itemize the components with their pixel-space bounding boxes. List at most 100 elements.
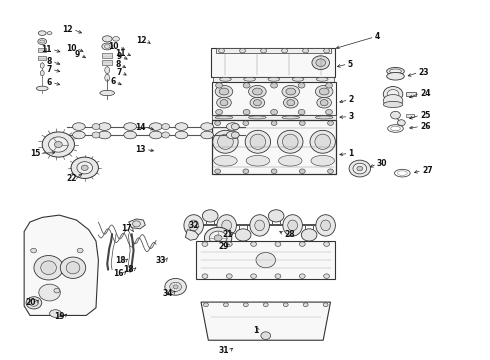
Ellipse shape bbox=[100, 90, 115, 96]
Text: 29: 29 bbox=[219, 242, 229, 251]
Ellipse shape bbox=[81, 165, 88, 171]
Text: 9: 9 bbox=[117, 51, 122, 60]
Ellipse shape bbox=[240, 48, 245, 53]
Ellipse shape bbox=[26, 297, 42, 309]
Ellipse shape bbox=[40, 71, 44, 76]
Ellipse shape bbox=[243, 109, 250, 115]
Ellipse shape bbox=[270, 83, 277, 88]
Ellipse shape bbox=[77, 162, 93, 174]
Ellipse shape bbox=[324, 242, 330, 246]
Ellipse shape bbox=[215, 116, 233, 119]
Ellipse shape bbox=[49, 137, 68, 152]
Ellipse shape bbox=[317, 97, 331, 108]
Ellipse shape bbox=[226, 242, 232, 246]
Ellipse shape bbox=[253, 100, 261, 106]
Ellipse shape bbox=[286, 88, 295, 95]
Ellipse shape bbox=[31, 248, 37, 253]
Ellipse shape bbox=[219, 48, 224, 53]
Ellipse shape bbox=[73, 123, 85, 130]
Ellipse shape bbox=[216, 83, 222, 88]
Ellipse shape bbox=[105, 67, 110, 73]
Ellipse shape bbox=[40, 63, 44, 68]
Text: 18: 18 bbox=[123, 265, 134, 274]
Ellipse shape bbox=[60, 257, 86, 278]
Text: 20: 20 bbox=[25, 298, 36, 307]
Ellipse shape bbox=[113, 37, 120, 41]
Ellipse shape bbox=[40, 40, 45, 43]
Ellipse shape bbox=[310, 130, 335, 153]
Ellipse shape bbox=[162, 132, 170, 138]
Text: 7: 7 bbox=[47, 65, 52, 74]
Ellipse shape bbox=[29, 300, 38, 306]
Ellipse shape bbox=[244, 77, 255, 81]
Text: 8: 8 bbox=[115, 60, 121, 69]
Ellipse shape bbox=[303, 48, 309, 53]
Ellipse shape bbox=[316, 116, 333, 119]
Text: 14: 14 bbox=[135, 123, 146, 132]
Ellipse shape bbox=[390, 69, 401, 73]
Text: 17: 17 bbox=[121, 224, 132, 233]
Ellipse shape bbox=[38, 31, 46, 35]
Ellipse shape bbox=[213, 130, 238, 153]
Ellipse shape bbox=[316, 85, 333, 98]
Ellipse shape bbox=[299, 121, 305, 125]
Text: 13: 13 bbox=[135, 145, 146, 154]
Bar bbox=[212, 120, 336, 174]
Ellipse shape bbox=[34, 256, 63, 280]
Ellipse shape bbox=[278, 156, 302, 166]
Bar bbox=[102, 53, 112, 58]
Text: 33: 33 bbox=[155, 256, 166, 265]
Ellipse shape bbox=[269, 210, 284, 222]
Ellipse shape bbox=[282, 85, 299, 98]
Ellipse shape bbox=[321, 220, 331, 231]
Polygon shape bbox=[201, 302, 331, 340]
Ellipse shape bbox=[231, 132, 239, 138]
Ellipse shape bbox=[250, 97, 265, 108]
Bar bbox=[38, 56, 46, 60]
Ellipse shape bbox=[270, 109, 277, 115]
Bar bbox=[213, 77, 334, 82]
Text: 25: 25 bbox=[420, 111, 430, 120]
Ellipse shape bbox=[215, 85, 233, 98]
Ellipse shape bbox=[299, 274, 305, 278]
Ellipse shape bbox=[98, 123, 111, 130]
Ellipse shape bbox=[349, 160, 370, 177]
Ellipse shape bbox=[216, 109, 222, 115]
Ellipse shape bbox=[102, 36, 112, 42]
Bar bbox=[406, 92, 416, 96]
Ellipse shape bbox=[189, 220, 198, 231]
Ellipse shape bbox=[282, 134, 298, 149]
Ellipse shape bbox=[204, 227, 232, 249]
Ellipse shape bbox=[397, 120, 405, 126]
Ellipse shape bbox=[263, 303, 268, 307]
Ellipse shape bbox=[326, 83, 332, 88]
Text: 27: 27 bbox=[422, 166, 433, 175]
Ellipse shape bbox=[357, 166, 363, 171]
Ellipse shape bbox=[226, 274, 232, 278]
Text: 6: 6 bbox=[110, 77, 116, 86]
Ellipse shape bbox=[328, 169, 333, 174]
Ellipse shape bbox=[209, 231, 227, 245]
Ellipse shape bbox=[324, 48, 330, 53]
Text: 30: 30 bbox=[377, 159, 388, 168]
Ellipse shape bbox=[36, 86, 48, 91]
Ellipse shape bbox=[271, 169, 277, 174]
Text: 12: 12 bbox=[63, 25, 73, 34]
Text: 8: 8 bbox=[47, 57, 52, 66]
Ellipse shape bbox=[165, 278, 186, 295]
Ellipse shape bbox=[149, 123, 162, 130]
Ellipse shape bbox=[202, 242, 208, 246]
Ellipse shape bbox=[215, 169, 220, 174]
Ellipse shape bbox=[328, 121, 333, 125]
Ellipse shape bbox=[66, 262, 80, 274]
Ellipse shape bbox=[282, 48, 288, 53]
Ellipse shape bbox=[217, 97, 231, 108]
Ellipse shape bbox=[243, 121, 249, 125]
Ellipse shape bbox=[41, 261, 56, 275]
Ellipse shape bbox=[217, 215, 237, 236]
Ellipse shape bbox=[71, 157, 98, 179]
Ellipse shape bbox=[287, 100, 294, 106]
Ellipse shape bbox=[315, 134, 331, 149]
Ellipse shape bbox=[215, 121, 220, 125]
Ellipse shape bbox=[387, 90, 399, 99]
